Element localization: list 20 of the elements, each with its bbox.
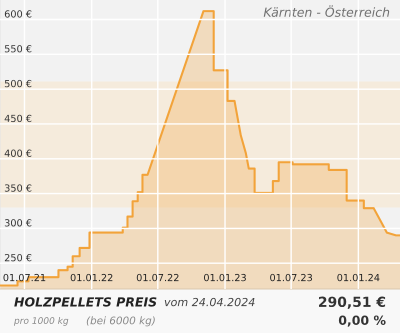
x-tick-label: 01.07.23: [270, 274, 312, 282]
chart-title: Kärnten - Österreich: [264, 5, 390, 17]
text: 0,00 %: [338, 316, 386, 327]
y-tick-label: 500 €: [4, 80, 32, 88]
y-tick-label: 300 €: [4, 219, 32, 227]
text: 290,51 €: [319, 296, 386, 309]
x-tick-label: 01.01.22: [70, 274, 112, 282]
x-tick-label: 01.01.24: [337, 274, 380, 282]
text: pro 1000 kg: [14, 316, 68, 326]
text: vom 24.04.2024: [164, 298, 255, 306]
y-tick-label: 450 €: [4, 114, 32, 122]
x-tick-label: 01.01.23: [204, 274, 246, 282]
y-tick-label: 250 €: [4, 254, 32, 262]
y-tick-label: 550 €: [4, 45, 32, 52]
y-tick-label: 350 €: [4, 184, 32, 192]
text: HOLZPELLETS PREIS: [14, 297, 156, 307]
y-tick-label: 400 €: [4, 150, 32, 157]
text: (bei 6000 kg): [86, 316, 155, 326]
x-tick-label: 01.07.22: [136, 274, 178, 282]
y-tick-label: 600 €: [4, 10, 32, 18]
